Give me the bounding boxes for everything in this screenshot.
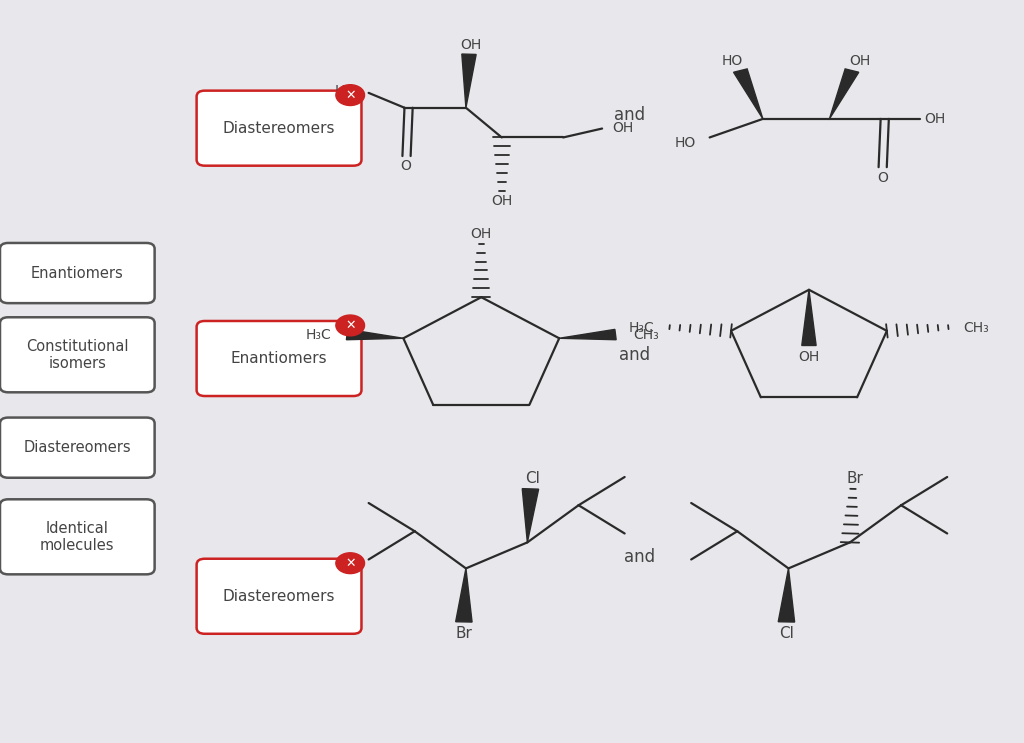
Polygon shape: [829, 69, 859, 119]
Text: CH₃: CH₃: [964, 321, 989, 335]
Text: HO: HO: [335, 84, 356, 97]
Text: and: and: [625, 548, 655, 566]
FancyBboxPatch shape: [197, 321, 361, 396]
Text: HO: HO: [722, 54, 742, 68]
Text: Cl: Cl: [525, 471, 540, 486]
Text: Enantiomers: Enantiomers: [31, 265, 124, 281]
Text: Identical
molecules: Identical molecules: [40, 521, 115, 553]
FancyBboxPatch shape: [197, 91, 361, 166]
Polygon shape: [522, 489, 539, 542]
Text: OH: OH: [850, 54, 870, 68]
Polygon shape: [802, 290, 816, 345]
FancyBboxPatch shape: [0, 243, 155, 303]
Text: OH: OH: [925, 112, 945, 126]
Text: Diastereomers: Diastereomers: [223, 120, 335, 136]
Text: ✕: ✕: [345, 319, 355, 332]
Text: OH: OH: [471, 227, 492, 241]
Text: Constitutional
isomers: Constitutional isomers: [26, 339, 129, 371]
Text: OH: OH: [612, 121, 633, 134]
Text: ✕: ✕: [345, 88, 355, 102]
Polygon shape: [559, 329, 616, 340]
FancyBboxPatch shape: [0, 418, 155, 478]
Text: Diastereomers: Diastereomers: [24, 440, 131, 455]
Text: CH₃: CH₃: [633, 328, 658, 343]
Text: O: O: [878, 171, 888, 184]
Text: H₃C: H₃C: [306, 328, 332, 343]
Text: and: and: [620, 346, 650, 364]
FancyBboxPatch shape: [197, 559, 361, 634]
Polygon shape: [456, 568, 472, 622]
Circle shape: [336, 553, 365, 574]
FancyBboxPatch shape: [0, 499, 155, 574]
Circle shape: [336, 85, 365, 106]
Text: HO: HO: [675, 137, 696, 150]
Polygon shape: [778, 568, 795, 622]
Text: Br: Br: [847, 471, 863, 486]
FancyBboxPatch shape: [0, 317, 155, 392]
Text: Cl: Cl: [779, 626, 794, 641]
Polygon shape: [733, 69, 763, 119]
Text: OH: OH: [492, 194, 512, 207]
Circle shape: [336, 315, 365, 336]
Polygon shape: [462, 54, 476, 108]
Text: Enantiomers: Enantiomers: [230, 351, 328, 366]
Text: OH: OH: [461, 38, 481, 51]
Text: H₃C: H₃C: [629, 321, 654, 335]
Polygon shape: [346, 329, 403, 340]
Text: O: O: [400, 160, 411, 173]
Text: and: and: [614, 106, 645, 124]
Text: ✕: ✕: [345, 557, 355, 570]
Text: Br: Br: [456, 626, 472, 641]
Text: Diastereomers: Diastereomers: [223, 588, 335, 604]
Text: OH: OH: [799, 350, 819, 363]
